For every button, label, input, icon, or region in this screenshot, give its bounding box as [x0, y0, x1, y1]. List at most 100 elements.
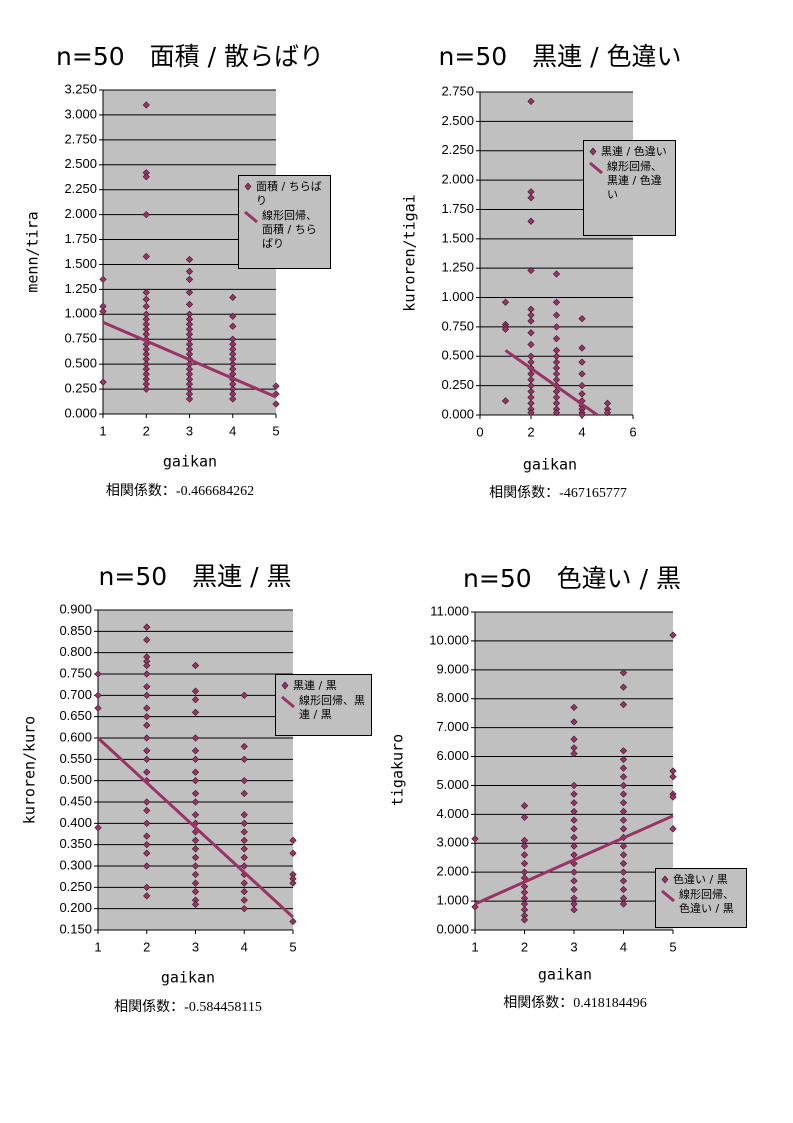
point	[619, 747, 628, 755]
point	[570, 885, 578, 894]
x-tick-label: 5	[289, 939, 296, 954]
point	[578, 370, 586, 378]
legend-marker	[244, 182, 252, 191]
point	[142, 252, 150, 261]
point	[619, 700, 628, 709]
y-tick-label: 8.000	[436, 690, 469, 705]
point	[143, 623, 151, 631]
point	[240, 819, 248, 827]
point	[240, 755, 248, 763]
legend-box: 黒連 / 黒線形回帰、黒連 / 黒	[275, 674, 372, 736]
y-tick-label: 9.000	[436, 661, 469, 676]
point	[527, 329, 535, 337]
y-axis-label: tigakuro	[389, 734, 407, 806]
point	[578, 344, 586, 352]
point	[578, 315, 586, 323]
y-tick-label: 1.500	[441, 230, 474, 245]
point	[619, 825, 628, 833]
point	[143, 704, 151, 712]
point	[143, 883, 151, 891]
point	[191, 747, 200, 755]
x-axis-label: gaikan	[161, 969, 215, 987]
legend-entry: 線形回帰、面積 / ちらばり	[243, 209, 326, 251]
point	[669, 825, 677, 833]
point	[240, 811, 248, 819]
y-tick-label: 2.500	[441, 113, 474, 128]
point	[191, 879, 200, 887]
y-tick-label: 1.750	[441, 201, 474, 216]
x-tick-label: 4	[229, 423, 236, 438]
legend-line	[281, 695, 295, 708]
chart-title: n=50 黒連 / 色違い	[439, 42, 682, 71]
point	[501, 397, 510, 405]
y-axis-label: kuroren/tigai	[401, 194, 419, 311]
y-tick-label: 2.000	[64, 206, 97, 221]
point	[191, 789, 200, 798]
point	[191, 887, 200, 896]
point	[94, 670, 102, 678]
y-tick-label: 1.250	[64, 281, 97, 296]
point	[240, 853, 248, 862]
point	[94, 691, 102, 699]
x-tick-label: 5	[272, 423, 279, 438]
point	[570, 816, 578, 824]
y-tick-label: 2.250	[64, 181, 97, 196]
y-tick-label: 0.250	[441, 377, 474, 392]
legend-icon	[281, 681, 289, 690]
point	[527, 317, 535, 325]
x-tick-label: 1	[94, 939, 101, 954]
point	[240, 777, 248, 785]
trend-line	[96, 736, 295, 919]
plot-area	[475, 612, 673, 930]
legend-entry: 線形回帰、黒連 / 黒	[280, 694, 367, 722]
legend-label: 面積 / ちらばり	[256, 180, 322, 207]
point	[570, 781, 578, 790]
x-tick-label: 2	[143, 939, 150, 954]
point	[289, 849, 297, 857]
point	[578, 382, 586, 390]
point	[669, 631, 677, 639]
point	[619, 764, 628, 772]
point	[570, 807, 578, 816]
point	[619, 781, 628, 790]
point	[143, 849, 151, 857]
legend-entry: 黒連 / 色違い	[588, 145, 671, 159]
y-tick-label: 0.800	[59, 644, 92, 659]
point	[520, 802, 529, 810]
legend-line	[661, 889, 675, 902]
point	[669, 793, 677, 801]
legend-entry: 線形回帰、色違い / 黒	[660, 888, 742, 916]
legend-icon	[244, 182, 252, 191]
point	[289, 879, 297, 887]
x-tick-label: 3	[570, 939, 577, 954]
y-tick-label: 1.250	[441, 260, 474, 275]
point	[552, 311, 561, 319]
annotation: 相関係数：0.418184496	[503, 995, 647, 1011]
point	[185, 395, 194, 403]
point	[520, 813, 529, 821]
y-tick-label: 2.000	[436, 864, 469, 879]
y-tick-label: 0.000	[436, 921, 469, 936]
point	[94, 823, 102, 832]
y-tick-label: 0.250	[64, 381, 97, 396]
trend-line	[474, 814, 674, 906]
point	[229, 395, 237, 403]
y-tick-label: 0.200	[59, 900, 92, 915]
point	[185, 288, 194, 296]
point	[191, 836, 200, 845]
y-tick-label: 3.000	[64, 106, 97, 121]
point	[191, 755, 200, 763]
y-tick-label: 1.000	[64, 306, 97, 321]
y-tick-label: 0.550	[59, 751, 92, 766]
y-tick-label: 0.850	[59, 623, 92, 638]
legend-icon	[281, 695, 295, 708]
chart-title: n=50 色違い / 黒	[463, 564, 681, 593]
point	[191, 661, 200, 670]
y-tick-label: 0.000	[441, 406, 474, 421]
point	[619, 877, 628, 885]
point	[471, 903, 479, 911]
y-tick-label: 4.000	[436, 806, 469, 821]
point	[143, 670, 151, 678]
point	[191, 734, 200, 742]
point	[570, 833, 578, 842]
